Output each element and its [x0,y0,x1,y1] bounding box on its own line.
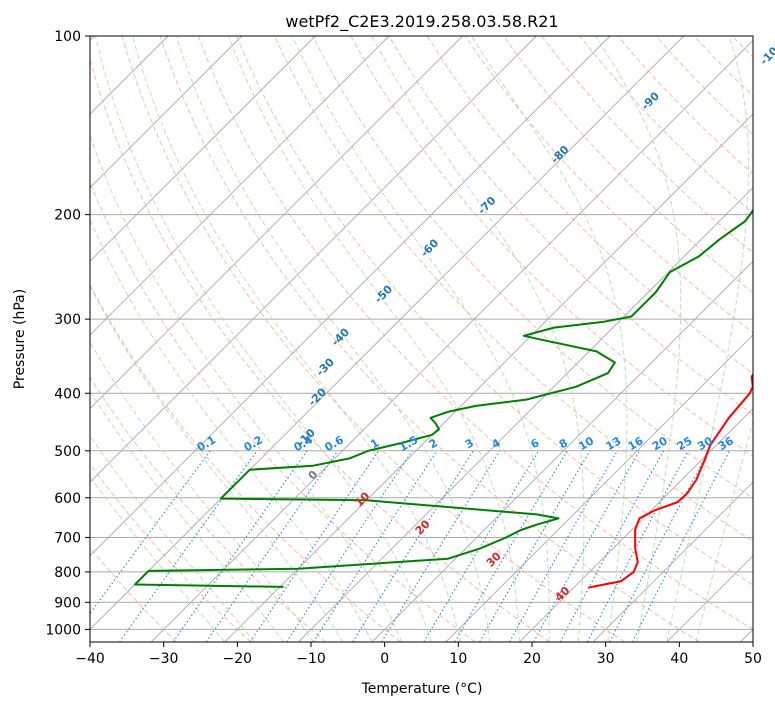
mixing-ratio-line [423,450,540,642]
mixing-ratio-line [559,450,665,642]
moist-adiabat-line [90,341,314,642]
moist-adiabat-line [175,36,491,642]
y-axis-label: Pressure (hPa) [12,289,28,389]
x-tick-label: 10 [449,651,467,667]
dry-adiabat-line [159,36,700,642]
background-lines [90,36,753,642]
mixing-ratio-line [286,450,413,642]
axis-ticks: −40 −30 −20 −10 0 10 20 30 40 50 100 200 300 400 500 60… [45,29,762,667]
dry-adiabat-line [90,463,252,642]
moist-adiabat-line [291,36,550,642]
moist-adiabat-line [95,36,432,642]
dry-adiabat-line [90,376,327,642]
moist-adiabat-line [90,434,255,642]
dry-adiabat-line [388,36,753,416]
moist-adiabat-line [666,36,749,642]
mixing-ratio-line [533,450,640,642]
isotherm-line [592,481,753,642]
x-tick-label: −30 [149,651,179,667]
temperature-line [588,372,753,589]
dry-adiabat-line [274,36,753,542]
moist-adiabat-line [90,218,373,642]
moist-adiabat-line [371,36,585,642]
x-tick-label: 50 [744,651,762,667]
isotherm-line [150,39,753,642]
x-tick-label: 20 [523,651,541,667]
plot-frame [89,35,754,643]
profile-lines [134,208,753,589]
y-tick-label: 600 [54,491,81,507]
isotherm-line [519,407,753,642]
mixing-ratio-line [90,450,211,615]
isotherm-line [445,334,753,642]
isotherm-line [90,36,390,336]
x-tick-label: 30 [597,651,615,667]
isotherm-line [224,113,753,642]
y-tick-label: 1000 [45,622,81,638]
moist-adiabat-line [228,36,520,642]
y-tick-label: 200 [54,208,81,224]
mixing-ratio-line [632,450,731,642]
x-tick-label: −20 [223,651,253,667]
y-tick-label: 700 [54,531,81,547]
mixing-ratio-line [509,450,618,642]
moist-adiabat-line [132,36,461,642]
isotherm-line [90,36,537,483]
moist-adiabat-line [90,284,344,642]
dry-adiabat-line [426,36,753,374]
dry-adiabat-line [197,36,753,630]
x-tick-label: 40 [670,651,688,667]
y-tick-label: 500 [54,444,81,460]
dry-adiabat-line [90,546,177,642]
moist-adiabat-line [595,36,682,642]
y-tick-label: 800 [54,565,81,581]
isotherm-line [90,36,464,410]
mixing-ratio-line [586,450,689,642]
dry-adiabat-line [502,36,753,294]
mixing-ratio-line [249,450,379,642]
mixing-ratio-line [352,450,474,642]
mixing-ratio-line [119,450,258,642]
isotherm-line [371,260,753,642]
dry-adiabat-line [236,36,753,586]
isotherm-line [90,36,316,262]
moist-adiabat-line [695,419,753,642]
moist-adiabat-line [471,36,628,642]
isotherm-line [90,36,611,557]
chart-title: wetPf2_C2E3.2019.258.03.58.R21 [285,12,558,32]
x-tick-label: −10 [296,651,326,667]
y-tick-label: 900 [54,595,81,611]
mixing-ratio-line [205,450,339,642]
dry-adiabat-line [90,57,551,642]
dry-adiabat-line [90,181,476,642]
x-tick-label: −40 [75,651,105,667]
dry-adiabat-line [121,36,625,642]
x-tick-label: 0 [380,651,389,667]
dewpoint-line [134,208,753,588]
isotherm-line [90,36,685,631]
moist-adiabat-line [90,475,226,642]
x-axis-label: Temperature (°C) [361,681,483,697]
y-tick-label: 400 [54,386,81,402]
y-tick-label: 100 [54,29,81,45]
isotherm-line [90,36,243,189]
y-tick-label: 300 [54,312,81,328]
dry-adiabat-line [350,36,753,457]
mixing-ratio-line [172,450,308,642]
